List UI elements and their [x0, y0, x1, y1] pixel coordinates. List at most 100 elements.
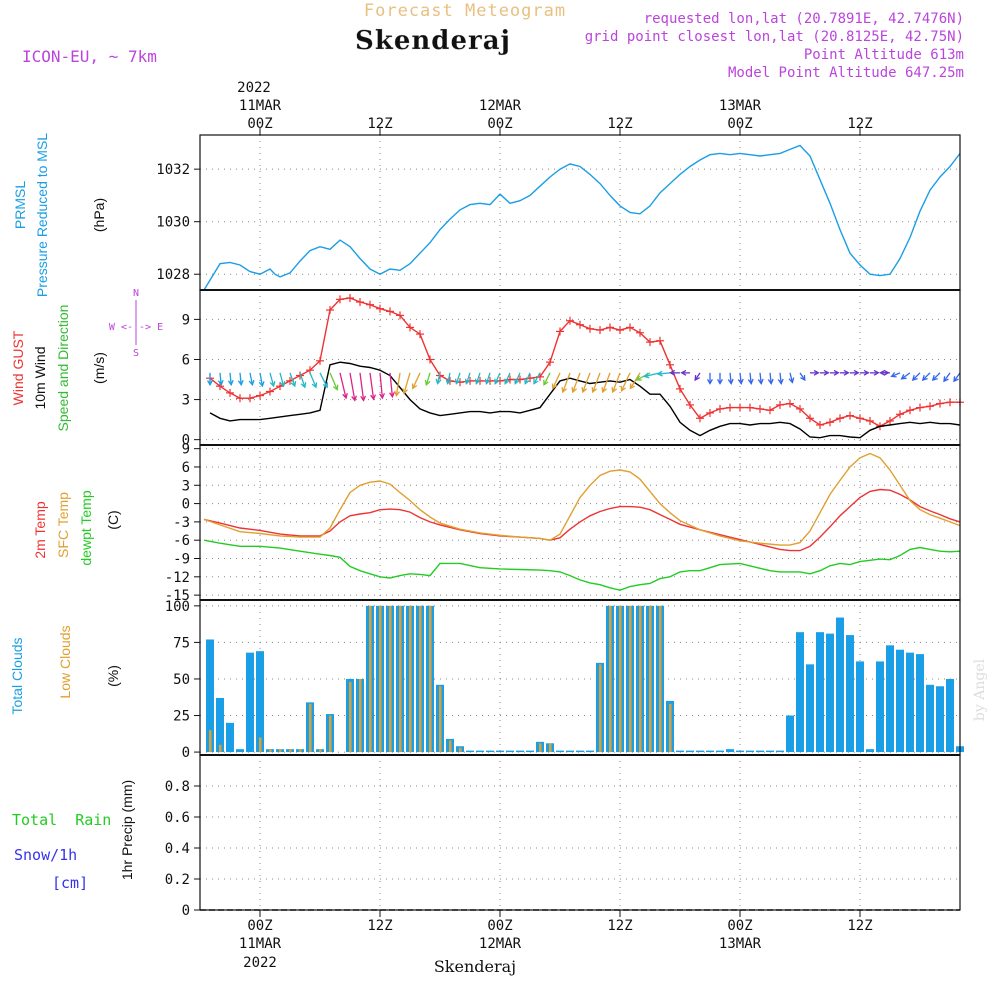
wind-arrow-shaft [403, 372, 411, 394]
wind-arrow-shaft [359, 372, 365, 401]
wind-arrow-shaft [739, 372, 742, 384]
cloud-unit-label: (%) [105, 665, 121, 687]
gust-marker [246, 394, 254, 403]
wind-arrow-shaft [329, 372, 338, 390]
top-axis-hour: 00Z [727, 116, 752, 132]
gust-marker [646, 338, 654, 347]
total-cloud-bar [926, 684, 934, 753]
total-cloud-bar [466, 750, 474, 753]
wind-arrow-shaft [749, 372, 752, 384]
wind-arrow-shaft [592, 372, 601, 393]
wind-arrow-head [504, 378, 510, 385]
gust-marker [866, 416, 874, 425]
low-cloud-bar [299, 749, 302, 753]
wind-arrow [656, 370, 671, 377]
total-cloud-bar [256, 651, 264, 753]
credit-label: by Angel [972, 658, 988, 721]
wind-arrow [248, 372, 255, 387]
bottom-axis-date: 12MAR [479, 936, 522, 952]
compass-s-label: S [133, 348, 139, 359]
wind-arrow-head [601, 387, 608, 394]
wind-arrow-head [931, 375, 938, 381]
wind-arrow [629, 372, 641, 390]
wind-arrow-shaft [621, 372, 631, 392]
wind-arrow-head [581, 387, 588, 394]
total-cloud-bar [886, 645, 894, 753]
precip-panel-labels: Total Rain Snow/1h [cm] 1hr Precip (mm) [12, 780, 135, 892]
wind-arrow [717, 372, 723, 385]
wind-arrow-shaft [475, 372, 481, 384]
gust-marker [556, 327, 564, 336]
total-cloud-bar [226, 722, 234, 753]
wind-arrow-shaft [269, 372, 275, 387]
gust-marker [406, 323, 414, 332]
temperature-ytick-label: -9 [173, 552, 190, 568]
low-cloud-bar [319, 749, 322, 753]
wind-arrow [394, 372, 401, 397]
wind-arrow-head [551, 383, 558, 390]
gust-marker [236, 394, 244, 403]
total-cloud-bar [566, 750, 574, 753]
gust-marker [636, 328, 644, 337]
wind-arrow [561, 372, 571, 394]
wind-arrow-head [300, 382, 307, 389]
wind-arrow [890, 372, 901, 378]
wind-arrow-shaft [446, 372, 451, 384]
wind-arrow-head [767, 378, 774, 385]
wind-arrow [339, 372, 348, 400]
gust-marker [766, 406, 774, 415]
wind-arrow-head [680, 369, 687, 376]
top-axis-date: 11MAR [239, 98, 282, 114]
wind-arrow-head [514, 378, 520, 385]
gust-marker [666, 360, 674, 369]
low-cloud-bar [599, 664, 602, 753]
total-cloud-bar [486, 750, 494, 753]
wind-arrow [830, 369, 840, 376]
gust-marker [756, 404, 764, 413]
precip-ytick-label: 0.2 [165, 872, 190, 888]
wind-arrow-shaft [289, 372, 296, 387]
wind-arrow-shaft [932, 372, 941, 381]
gust-marker [886, 416, 894, 425]
gust-marker [856, 414, 864, 423]
precip-ytick-label: 0.8 [165, 779, 190, 795]
wind-arrow-head [389, 391, 395, 399]
bottom-axis-date: 11MAR [239, 936, 282, 952]
footer-location: Skenderaj [434, 957, 516, 976]
wind-arrow [860, 369, 870, 376]
total-cloud-bar [236, 749, 244, 753]
total-cloud-bar [726, 749, 734, 753]
bottom-axis-year: 2022 [243, 955, 277, 971]
gust-marker [586, 324, 594, 333]
gust-marker [346, 294, 354, 303]
wind-arrow [727, 372, 734, 385]
prmsl-label: PRMSL [12, 181, 28, 229]
total-cloud-bar [686, 750, 694, 753]
total-cloud-bar [856, 661, 864, 753]
wind-arrow-head [227, 379, 234, 387]
total-cloud-bar [936, 686, 944, 753]
gust-marker [656, 336, 664, 345]
wind-arrow-shaft [229, 372, 232, 385]
total-cloud-bar [866, 749, 874, 753]
wind-arrow-head [853, 369, 860, 376]
total-clouds-label: Total Clouds [9, 637, 25, 714]
gust-marker [566, 316, 574, 325]
total-cloud-bar [906, 652, 914, 753]
wind-arrow-shaft [514, 372, 521, 384]
gridpoint-coords: grid point closest lon,lat (20.8125E, 42… [585, 29, 964, 45]
wind-arrow [953, 372, 961, 383]
wind-arrow [484, 372, 491, 385]
wind-arrow [620, 372, 631, 393]
gust-marker [816, 420, 824, 429]
total-cloud-bar [876, 661, 884, 753]
gust-marker [546, 358, 554, 367]
wind-arrow-shaft [799, 372, 806, 381]
wind-arrow [402, 372, 411, 395]
bottom-axis-date: 13MAR [719, 936, 762, 952]
wind-direction-label: Speed and Direction [55, 305, 71, 432]
wind-arrow [435, 372, 442, 385]
wind-arrow-shaft [629, 372, 641, 389]
bottom-axis-hour: 00Z [487, 918, 512, 934]
top-year-label: 2022 [237, 80, 271, 96]
